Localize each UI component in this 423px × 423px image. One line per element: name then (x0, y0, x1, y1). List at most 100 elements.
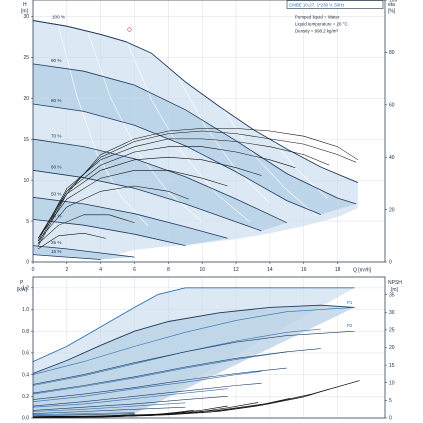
y-tick-label: 25 (23, 55, 29, 61)
speed-curve-label: 90 % (51, 58, 61, 63)
p1-speed-curve (32, 351, 287, 395)
npsh-tick-label: 0 (389, 416, 392, 422)
speed-curve (32, 103, 321, 215)
head-plot-frame (32, 0, 386, 263)
efficiency-curve (37, 185, 189, 242)
p1-speed-curve (32, 388, 228, 408)
npsh-axis-symbol: NPSH (388, 280, 402, 286)
efficiency-curve (37, 130, 357, 244)
efficiency-curve (37, 232, 106, 250)
head-axis-unit: [m] (21, 9, 29, 15)
y-tick-label: 20 (23, 96, 29, 102)
head-band-fill (33, 139, 287, 231)
speed-curve-label: 25 % (51, 240, 61, 245)
eta-tick-label: 80 (389, 50, 395, 56)
x-tick-label: 18 (335, 267, 341, 273)
eta-tick-label: 40 (389, 155, 395, 161)
power-axis-unit: [kW] (17, 287, 28, 293)
speed-curve-label: 15 % (51, 249, 61, 254)
p1-speed-curve (32, 307, 355, 375)
power-tick-label: 0.2 (22, 394, 29, 400)
y-tick-label: 15 (23, 137, 29, 143)
npsh-tick-label: 25 (389, 328, 395, 334)
p2-speed-curve (32, 383, 262, 407)
npsh-tick-label: 35 (389, 292, 395, 298)
iso-efficiency-line (222, 107, 318, 217)
eta-tick-label: 0 (389, 260, 392, 266)
speed-curve-label: 40 % (51, 214, 61, 219)
x-tick-label: 6 (133, 267, 136, 273)
p2-max-curve (32, 304, 355, 374)
x-tick-label: 2 (65, 267, 68, 273)
x-tick-label: 10 (199, 267, 205, 273)
power-tick-label: 0.0 (22, 416, 29, 422)
y-tick-label: 5 (26, 219, 29, 225)
p2-envelope-fill (33, 305, 355, 416)
p1-max-curve (32, 287, 355, 363)
speed-curve (32, 63, 357, 205)
power-axis-symbol: P (20, 280, 24, 286)
info-line-2: Liquid temperature = 20 °C (295, 22, 348, 27)
iso-efficiency-line (125, 39, 250, 223)
iso-efficiency-line (178, 77, 271, 204)
power-tick-label: 1.0 (22, 307, 29, 313)
npsh-tick-label: 30 (389, 310, 395, 316)
speed-curve-label: 50 % (51, 192, 61, 197)
info-line-1: Pumped liquid = Water (295, 15, 340, 20)
speed-curve-label: 80 % (51, 98, 61, 103)
p1-speed-curve (32, 402, 186, 412)
x-tick-label: 14 (267, 267, 273, 273)
speed-curve (32, 169, 262, 232)
npsh-curve (33, 414, 135, 418)
p2-label: P2 (347, 323, 353, 328)
efficiency-curve (37, 170, 228, 239)
x-tick-label: 16 (301, 267, 307, 273)
x-tick-label: 4 (99, 267, 102, 273)
speed-curve-label: 60 % (51, 165, 61, 170)
speed-curve (32, 196, 228, 239)
efficiency-curve (37, 138, 330, 242)
power-tick-label: 0.6 (22, 351, 29, 357)
p2-speed-curve (32, 367, 287, 400)
speed-curve (32, 254, 101, 260)
speed-curve (32, 219, 186, 246)
chart-title: CMBE 10-27, 1*230 V, 50Hz (289, 2, 345, 7)
head-band-fill (33, 245, 135, 260)
head-axis-symbol: H (23, 2, 27, 8)
power-panel: 0.0 0.2 0.4 0.6 0.8 1.0 1.2 0 5 10 15 20 25 30 35 (22, 276, 395, 422)
x-tick-label: 8 (167, 267, 170, 273)
efficiency-curve (37, 214, 135, 244)
efficiency-curve (37, 146, 296, 239)
x-axis-label: Q [m³/h] (353, 268, 372, 274)
speed-curve-label: 100 % (52, 15, 65, 20)
p2-speed-curve (32, 348, 321, 394)
power-tick-label: 0.8 (22, 329, 29, 335)
p1-label: P1 (347, 300, 353, 305)
npsh-tick-label: 5 (389, 398, 392, 404)
p1-speed-curve (32, 412, 135, 415)
p2-speed-curve (32, 406, 186, 414)
p2-speed-curve (32, 413, 135, 417)
y-tick-label: 30 (23, 14, 29, 20)
y-tick-label: 10 (23, 178, 29, 184)
npsh-tick-label: 10 (389, 380, 395, 386)
npsh-axis-unit: [m] (391, 287, 399, 293)
info-line-3: Density = 998.2 kg/m³ (295, 29, 338, 34)
efficiency-curve (37, 128, 359, 247)
speed-curve (32, 20, 127, 43)
iso-efficiency-line (58, 25, 149, 227)
eta-axis-symbol: eta (388, 2, 395, 8)
x-tick-label: 0 (32, 267, 35, 273)
head-panel: 100 % 90 % 80 % 70 % 60 % 50 % 40 % 25 % 15 % 0 2 4… (23, 0, 398, 273)
speed-curve-label: 70 % (51, 133, 61, 138)
eta-tick-label: 100 (389, 0, 398, 4)
eta-axis-unit: [%] (388, 9, 396, 15)
pump-info: Pumped liquid = Water Liquid temperature… (295, 15, 348, 34)
npsh-tick-label: 20 (389, 345, 395, 351)
p2-speed-curve (32, 396, 228, 411)
x-tick-label: 12 (233, 267, 239, 273)
p1-speed-curve (32, 371, 262, 402)
power-tick-label: 1.2 (22, 286, 29, 292)
p2-speed-curve (32, 330, 355, 385)
